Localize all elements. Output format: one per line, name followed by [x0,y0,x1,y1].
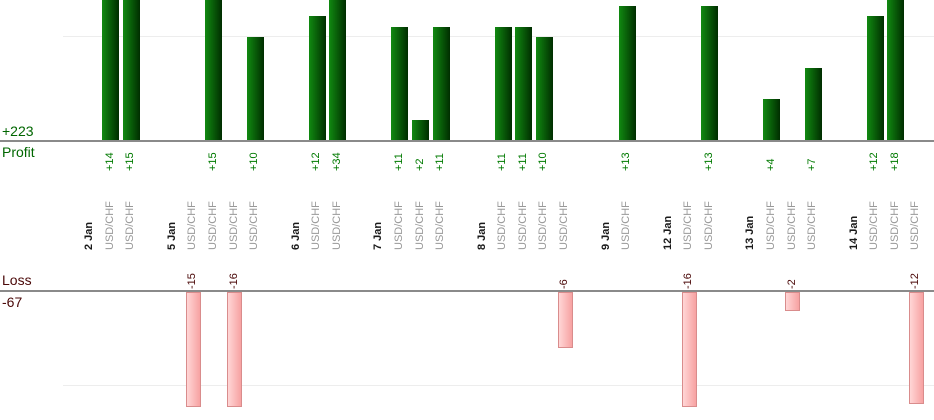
profit-value-label: +4 [764,158,777,171]
loss-value-label: -6 [558,279,570,289]
profit-value-label: +2 [413,158,426,171]
profit-value-label: +13 [620,152,633,171]
date-label: 5 Jan [165,221,178,250]
symbol-label: USD/CHF [206,201,219,250]
profit-axis-line [0,140,934,142]
profit-value-label: +14 [103,152,116,171]
profit-value-label: +11 [516,153,529,171]
symbol-label: USD/CHF [186,201,199,250]
profit-bar [536,37,553,141]
symbol-label: USD/CHF [434,201,447,250]
date-label: 8 Jan [475,221,488,250]
date-label: 2 Jan [83,221,95,250]
profit-value-label: +15 [124,152,137,171]
symbol-label: USD/CHF [496,201,509,250]
symbol-label: USD/CHF [764,201,777,250]
profit-total: +223 [2,123,34,139]
profit-value-label: +13 [702,152,715,171]
profit-bar [515,27,532,141]
profit-bar [805,68,822,141]
symbol-label: USD/CHF [330,201,343,250]
profit-bar [433,27,450,141]
loss-bar [785,292,800,311]
loss-total: -67 [2,294,23,310]
profit-value-label: +11 [434,153,447,171]
profit-value-label: +11 [496,153,509,171]
symbol-label: USD/CHF [620,201,633,250]
symbol-label: USD/CHF [310,201,323,250]
loss-bar [558,292,573,348]
date-label: 13 Jan [744,215,757,250]
profit-bar [412,120,429,141]
symbol-label: USD/CHF [868,201,881,250]
profit-bar [619,6,636,141]
profit-bar [102,0,119,141]
loss-value-label: -16 [682,273,695,289]
profit-bar [701,6,718,141]
symbol-label: USD/CHF [537,201,550,250]
symbol-label: USD/CHF [413,201,426,250]
profit-bar [309,16,326,141]
profit-value-label: +11 [392,153,405,171]
loss-value-label: -12 [909,273,922,289]
loss-bar [186,292,201,407]
profit-bar [391,27,408,141]
loss-gridline [63,385,934,386]
symbol-label: USD/CHF [558,201,570,250]
profit-bar [887,0,904,141]
profit-value-label: +7 [806,158,819,171]
symbol-label: USD/CHF [888,201,901,250]
loss-bar [909,292,924,404]
profit-value-label: +12 [868,152,881,171]
loss-value-label: -16 [227,273,240,289]
profit-bar [205,0,222,141]
symbol-label: USD/CHF [227,201,240,250]
profit-value-label: +10 [248,152,261,171]
date-label: 12 Jan [661,215,674,250]
symbol-label: USD/CHF [103,201,116,250]
loss-bar [682,292,697,407]
symbol-label: USD/CHF [392,201,405,250]
profit-value-label: +12 [310,152,323,171]
loss-value-label: -15 [186,273,199,289]
loss-value-label: -2 [785,279,798,289]
symbol-label: USD/CHF [124,201,137,250]
date-label: 7 Jan [372,221,385,250]
profit-title: Profit [2,144,35,160]
symbol-label: USD/CHF [909,201,922,250]
profit-value-label: +34 [330,152,343,171]
symbol-label: USD/CHF [682,201,695,250]
profit-bar [247,37,264,141]
profit-value-label: +15 [206,152,219,171]
profit-value-label: +10 [537,152,550,171]
date-label: 14 Jan [847,215,860,250]
loss-bar [227,292,242,407]
profit-bar [763,99,780,141]
profit-value-label: +18 [888,152,901,171]
symbol-label: USD/CHF [516,201,529,250]
profit-bar [123,0,140,141]
loss-axis-line [0,290,934,292]
symbol-label: USD/CHF [702,201,715,250]
profit-bar [329,0,346,141]
profit-bar [495,27,512,141]
date-label: 9 Jan [599,221,612,250]
loss-title: Loss [2,272,32,288]
date-label: 6 Jan [289,221,302,250]
symbol-label: USD/CHF [248,201,261,250]
profit-bar [867,16,884,141]
symbol-label: USD/CHF [806,201,819,250]
symbol-label: USD/CHF [785,201,798,250]
